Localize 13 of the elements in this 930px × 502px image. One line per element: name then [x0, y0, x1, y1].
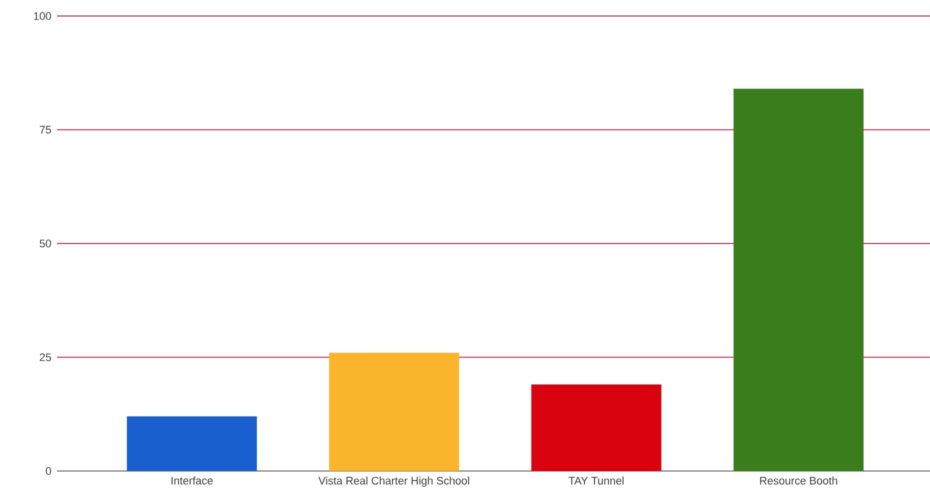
- x-tick-label: Interface: [172, 476, 213, 485]
- x-tick-label: TAY Tunnel: [568, 476, 624, 485]
- bar: [734, 88, 864, 471]
- y-tick-label: 75: [40, 126, 52, 134]
- x-tick-label: Vista Real Charter High School: [318, 476, 470, 487]
- bar: [126, 416, 257, 471]
- y-tick-label: 25: [40, 353, 52, 362]
- y-tick-label: 100: [34, 12, 52, 20]
- y-tick-label: 50: [40, 240, 52, 248]
- y-tick-label: 0: [46, 467, 52, 475]
- bar: [531, 384, 662, 471]
- bar: [329, 352, 460, 471]
- x-tick-label: Resource Booth: [760, 476, 838, 485]
